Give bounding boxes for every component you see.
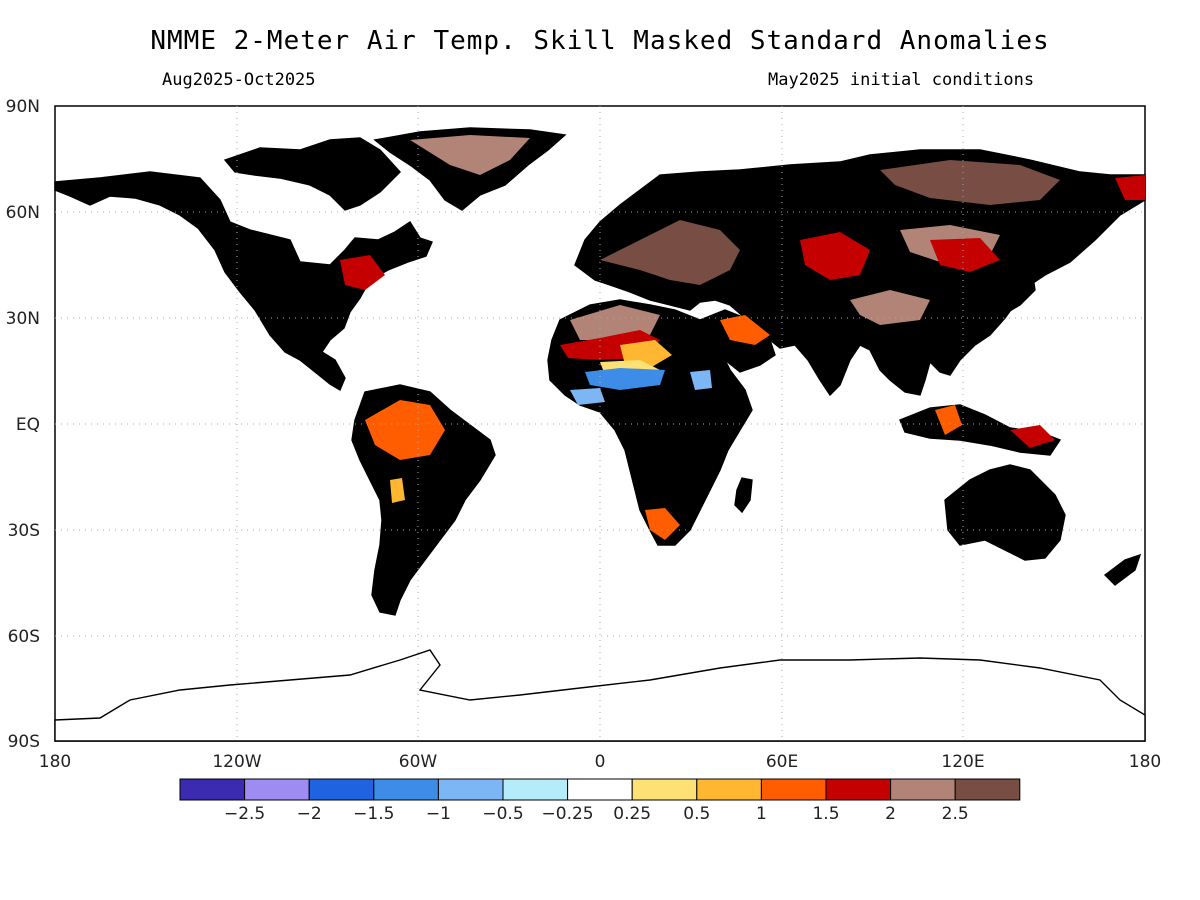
lon-label: 60E — [766, 752, 798, 772]
anomaly-patch — [600, 220, 740, 285]
colorbar-swatch — [954, 778, 1021, 801]
anomaly-patch — [340, 255, 385, 290]
anomaly-shading — [340, 135, 1145, 540]
colorbar-label: 2.5 — [942, 804, 969, 824]
colorbar-labels: −2.5 −2 −1.5 −1 −0.5 −0.25 0.25 0.5 1 1.5 2 2.5 — [224, 804, 969, 824]
anomaly-patch — [690, 370, 712, 390]
anomaly-patch — [410, 135, 530, 175]
colorbar-swatch — [890, 778, 956, 801]
anomaly-patch — [585, 368, 665, 390]
colorbar — [179, 778, 1021, 801]
colorbar-label: 1 — [756, 804, 767, 824]
japan-land — [1004, 268, 1036, 314]
lat-label: 30N — [6, 309, 40, 329]
colorbar-label: −2 — [297, 804, 322, 824]
lat-label: 90N — [6, 97, 40, 117]
lon-label: 180 — [39, 752, 71, 772]
anomaly-patch — [390, 478, 405, 503]
new-zealand-land — [1103, 553, 1142, 586]
colorbar-label: −0.5 — [482, 804, 523, 824]
colorbar-swatch — [696, 778, 762, 801]
lon-label: 60W — [399, 752, 438, 772]
lon-label: 0 — [595, 752, 606, 772]
colorbar-label: 0.25 — [613, 804, 651, 824]
lat-label: EQ — [16, 415, 40, 435]
north-america-land — [54, 171, 433, 392]
colorbar-swatch — [825, 778, 892, 801]
lon-label: 120E — [941, 752, 984, 772]
colorbar-swatch — [631, 778, 698, 801]
anomaly-patch — [365, 400, 445, 460]
anomaly-patch — [645, 508, 680, 540]
initial-conditions: May2025 initial conditions — [768, 70, 1035, 90]
colorbar-swatch — [179, 778, 246, 801]
antarctica-coast — [54, 649, 1146, 742]
anomaly-patch — [850, 290, 930, 325]
lat-axis: 90N 60N 30N EQ 30S 60S 90S — [6, 97, 40, 752]
arctic-islands — [223, 137, 401, 211]
colorbar-label: 2 — [885, 804, 896, 824]
lon-label: 120W — [212, 752, 261, 772]
lat-label: 60S — [8, 627, 40, 647]
forecast-period: Aug2025-Oct2025 — [162, 70, 316, 90]
lon-axis: 180 120W 60W 0 60E 120E 180 — [39, 752, 1161, 772]
lat-label: 30S — [8, 521, 40, 541]
anomaly-patch — [935, 405, 962, 435]
anomaly-patch — [720, 315, 770, 345]
colorbar-swatch — [244, 778, 310, 801]
colorbar-swatch — [502, 778, 569, 801]
anomaly-patch — [1115, 175, 1145, 200]
anomaly-patch — [930, 238, 1000, 272]
colorbar-label: 0.5 — [683, 804, 710, 824]
anomaly-patch — [880, 160, 1060, 205]
lat-label: 90S — [8, 732, 40, 752]
australia-land — [944, 464, 1066, 561]
colorbar-swatch — [373, 778, 439, 801]
colorbar-label: −0.25 — [542, 804, 594, 824]
colorbar-label: −1 — [426, 804, 451, 824]
map-title: NMME 2-Meter Air Temp. Skill Masked Stan… — [150, 26, 1050, 56]
colorbar-label: 1.5 — [812, 804, 839, 824]
colorbar-swatch — [437, 778, 504, 801]
lon-label: 180 — [1129, 752, 1161, 772]
colorbar-swatch — [567, 778, 633, 801]
anomaly-patch — [1010, 425, 1055, 448]
land-masses — [54, 127, 1146, 742]
colorbar-label: −2.5 — [224, 804, 265, 824]
anomaly-patch — [800, 232, 870, 280]
anomaly-patch — [570, 388, 605, 405]
madagascar-land — [734, 477, 753, 514]
colorbar-label: −1.5 — [353, 804, 394, 824]
lat-label: 60N — [6, 203, 40, 223]
colorbar-swatch — [308, 778, 375, 801]
colorbar-swatch — [760, 778, 827, 801]
